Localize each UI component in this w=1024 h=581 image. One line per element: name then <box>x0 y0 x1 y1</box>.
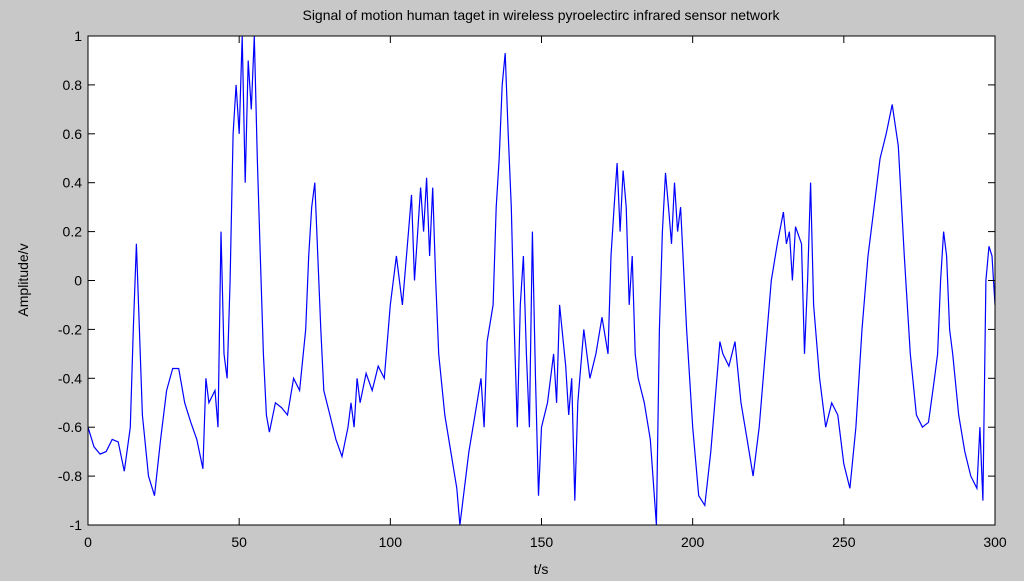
x-tick-label: 200 <box>681 534 705 550</box>
x-tick-label: 250 <box>832 534 856 550</box>
y-tick-label: 1 <box>74 28 82 44</box>
y-tick-label: -0.4 <box>58 370 82 386</box>
y-tick-label: -0.6 <box>58 419 82 435</box>
signal-line <box>87 35 996 526</box>
x-axis-label: t/s <box>534 561 549 577</box>
x-tick-label: 300 <box>983 534 1007 550</box>
y-tick-label: -0.8 <box>58 468 82 484</box>
y-tick-label: 0.2 <box>63 224 83 240</box>
y-tick-label: -0.2 <box>58 321 82 337</box>
y-tick-label: 0.4 <box>63 175 83 191</box>
y-tick-label: 0.6 <box>63 126 83 142</box>
x-tick-label: 150 <box>530 534 554 550</box>
y-tick-label: 0 <box>74 273 82 289</box>
x-tick-label: 0 <box>84 534 92 550</box>
x-tick-label: 100 <box>379 534 403 550</box>
chart-title: Signal of motion human taget in wireless… <box>302 7 780 23</box>
y-tick-label: 0.8 <box>63 77 83 93</box>
y-tick-label: -1 <box>70 517 83 533</box>
x-tick-label: 50 <box>231 534 247 550</box>
y-axis-label: Amplitude/v <box>15 243 31 316</box>
plot-area <box>88 36 995 525</box>
